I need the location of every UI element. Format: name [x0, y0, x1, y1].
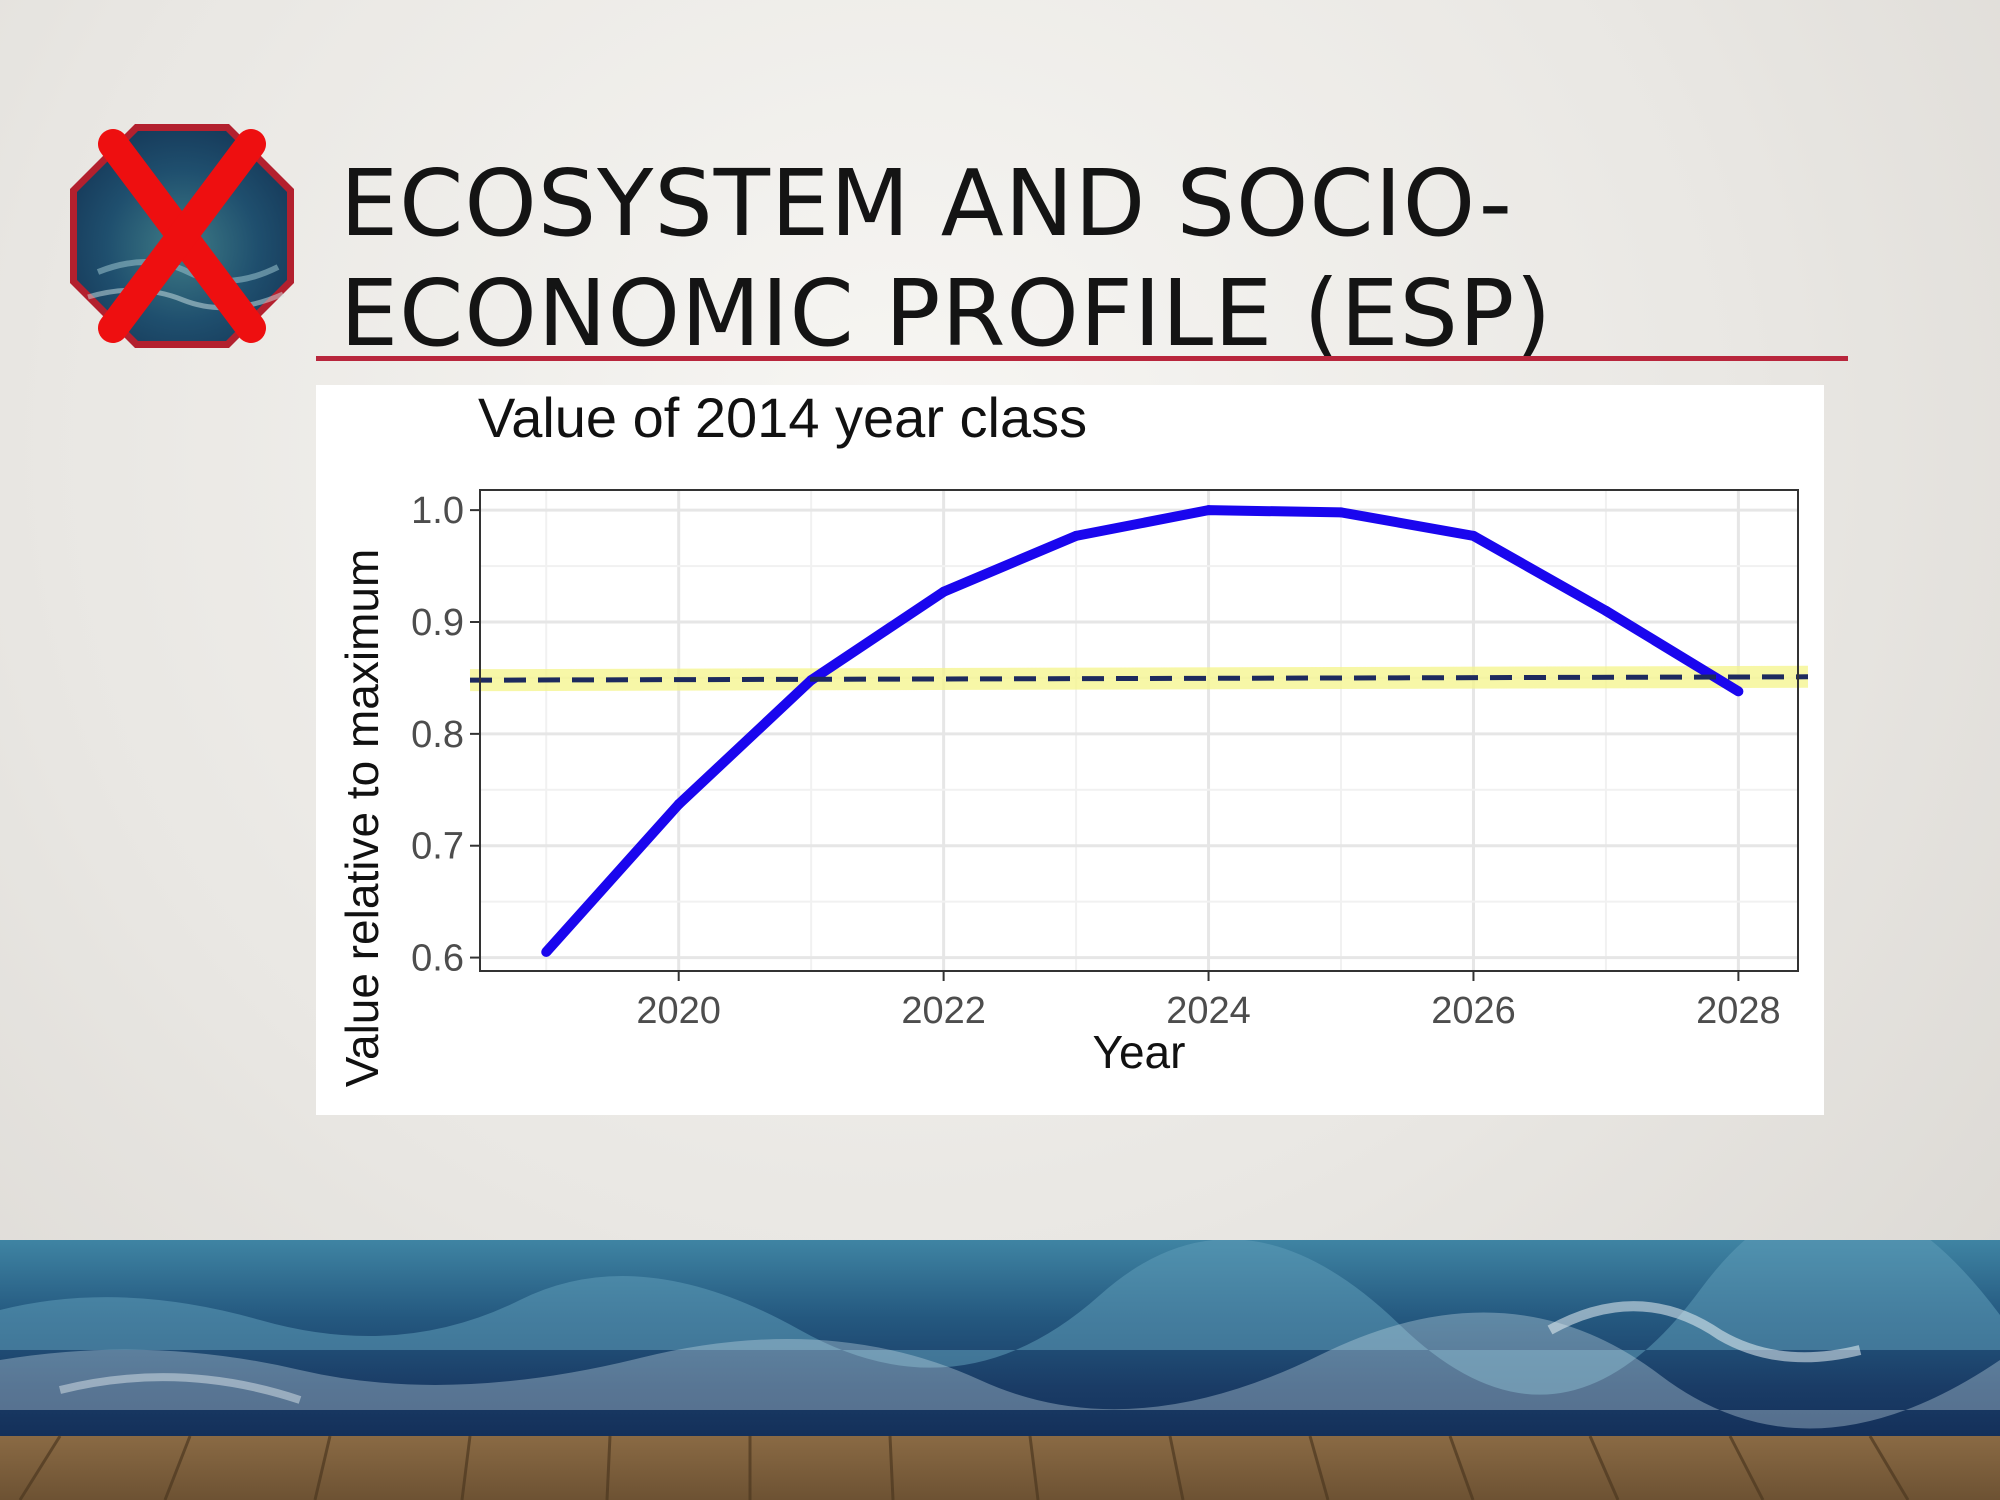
- y-axis: 0.6 0.7 0.8 0.9 1.0: [411, 490, 480, 980]
- data-point: [1336, 507, 1347, 518]
- x-tick-label: 2022: [901, 990, 986, 1032]
- y-tick-label: 0.9: [411, 602, 464, 644]
- slide-title-line-1: ECOSYSTEM AND SOCIO-: [340, 150, 1513, 257]
- y-tick-label: 0.7: [411, 826, 464, 868]
- y-tick-label: 0.8: [411, 714, 464, 756]
- plot-border: [479, 489, 1799, 972]
- y-tick-label: 0.6: [411, 938, 464, 980]
- data-point: [938, 586, 949, 597]
- stop-x-icon: [70, 124, 294, 348]
- x-axis-label: Year: [1093, 1026, 1186, 1078]
- y-tick-label: 1.0: [411, 490, 464, 532]
- data-point: [1600, 605, 1611, 616]
- series-group: [469, 505, 1809, 957]
- slide-title-line-2: ECONOMIC PROFILE (ESP): [340, 260, 1553, 367]
- plot-background: [480, 490, 1798, 971]
- data-point: [1733, 686, 1744, 697]
- grid: [480, 490, 1798, 971]
- y-axis-label: Value relative to maximum: [336, 549, 388, 1088]
- reference-line: [469, 674, 1809, 683]
- data-point: [673, 799, 684, 810]
- chart-title: Value of 2014 year class: [478, 386, 1087, 449]
- x-tick-label: 2026: [1431, 990, 1516, 1032]
- data-point: [541, 946, 552, 957]
- x-tick-label: 2024: [1166, 990, 1251, 1032]
- data-point: [1203, 505, 1214, 516]
- series-line-0: [542, 505, 1741, 956]
- line-chart: Value of 2014 year class 2020 2022 2024 202…: [336, 386, 1809, 1088]
- title-underline: [316, 356, 1848, 361]
- x-tick-label: 2028: [1696, 990, 1781, 1032]
- x-tick-label: 2020: [636, 990, 721, 1032]
- chart-panel: Value of 2014 year class 2020 2022 2024 202…: [316, 385, 1824, 1115]
- data-point: [1468, 530, 1479, 541]
- x-axis: 2020 2022 2024 2026 2028: [636, 971, 1781, 1032]
- data-point: [1071, 530, 1082, 541]
- ocean-waves-banner: [0, 1240, 2000, 1500]
